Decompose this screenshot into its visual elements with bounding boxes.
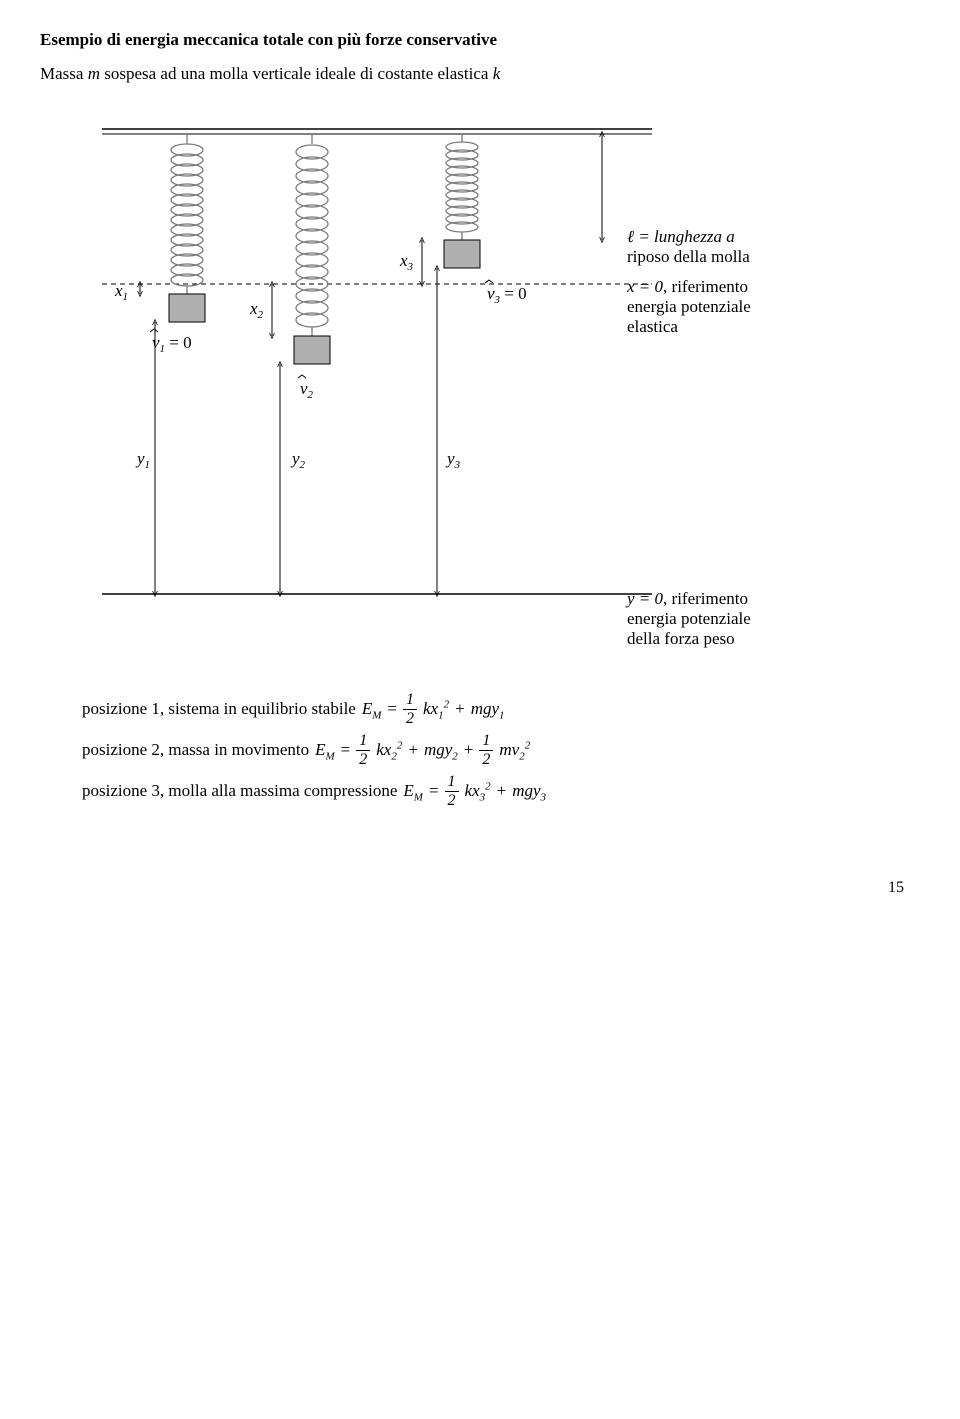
equation-pos3: posizione 3, molla alla massima compress… <box>82 774 920 809</box>
svg-text:x = 0, riferimento: x = 0, riferimento <box>626 277 748 296</box>
subtitle-m: m <box>88 64 100 83</box>
equations-block: posizione 1, sistema in equilibrio stabi… <box>40 692 920 809</box>
svg-text:v3 = 0: v3 = 0 <box>487 284 527 306</box>
svg-text:x1: x1 <box>114 281 128 303</box>
svg-text:y3: y3 <box>445 449 461 471</box>
page-subtitle: Massa m sospesa ad una molla verticale i… <box>40 64 920 84</box>
svg-text:della forza peso: della forza peso <box>627 629 735 648</box>
svg-text:x3: x3 <box>399 251 414 273</box>
svg-text:y1: y1 <box>135 449 150 471</box>
pos2-label: posizione 2, massa in movimento <box>82 734 309 766</box>
svg-text:v2: v2 <box>300 379 314 401</box>
spring-1-icon <box>171 134 203 294</box>
svg-text:x2: x2 <box>249 299 264 321</box>
equation-pos1: posizione 1, sistema in equilibrio stabi… <box>82 692 920 727</box>
svg-text:y = 0, riferimento: y = 0, riferimento <box>625 589 748 608</box>
page-number: 15 <box>40 879 920 897</box>
svg-text:v1 = 0: v1 = 0 <box>152 333 192 355</box>
equation-pos2: posizione 2, massa in movimento EM = 12 … <box>82 733 920 768</box>
svg-text:energia potenziale: energia potenziale <box>627 609 751 628</box>
svg-text:y2: y2 <box>290 449 306 471</box>
svg-text:energia potenziale: energia potenziale <box>627 297 751 316</box>
spring-2-icon <box>296 134 328 336</box>
pos1-label: posizione 1, sistema in equilibrio stabi… <box>82 693 356 725</box>
subtitle-pre: Massa <box>40 64 88 83</box>
spring-3-icon <box>446 134 478 240</box>
subtitle-mid: sospesa ad una molla verticale ideale di… <box>100 64 493 83</box>
page-title: Esempio di energia meccanica totale con … <box>40 30 920 50</box>
svg-text:ℓ = lunghezza a: ℓ = lunghezza a <box>627 227 735 246</box>
svg-text:riposo della molla: riposo della molla <box>627 247 750 266</box>
pos3-label: posizione 3, molla alla massima compress… <box>82 775 397 807</box>
subtitle-k: k <box>493 64 501 83</box>
svg-text:elastica: elastica <box>627 317 678 336</box>
physics-diagram: x1 x2 x3 v1 = 0 v2 v3 = 0 ℓ = lunghezza … <box>40 114 920 674</box>
